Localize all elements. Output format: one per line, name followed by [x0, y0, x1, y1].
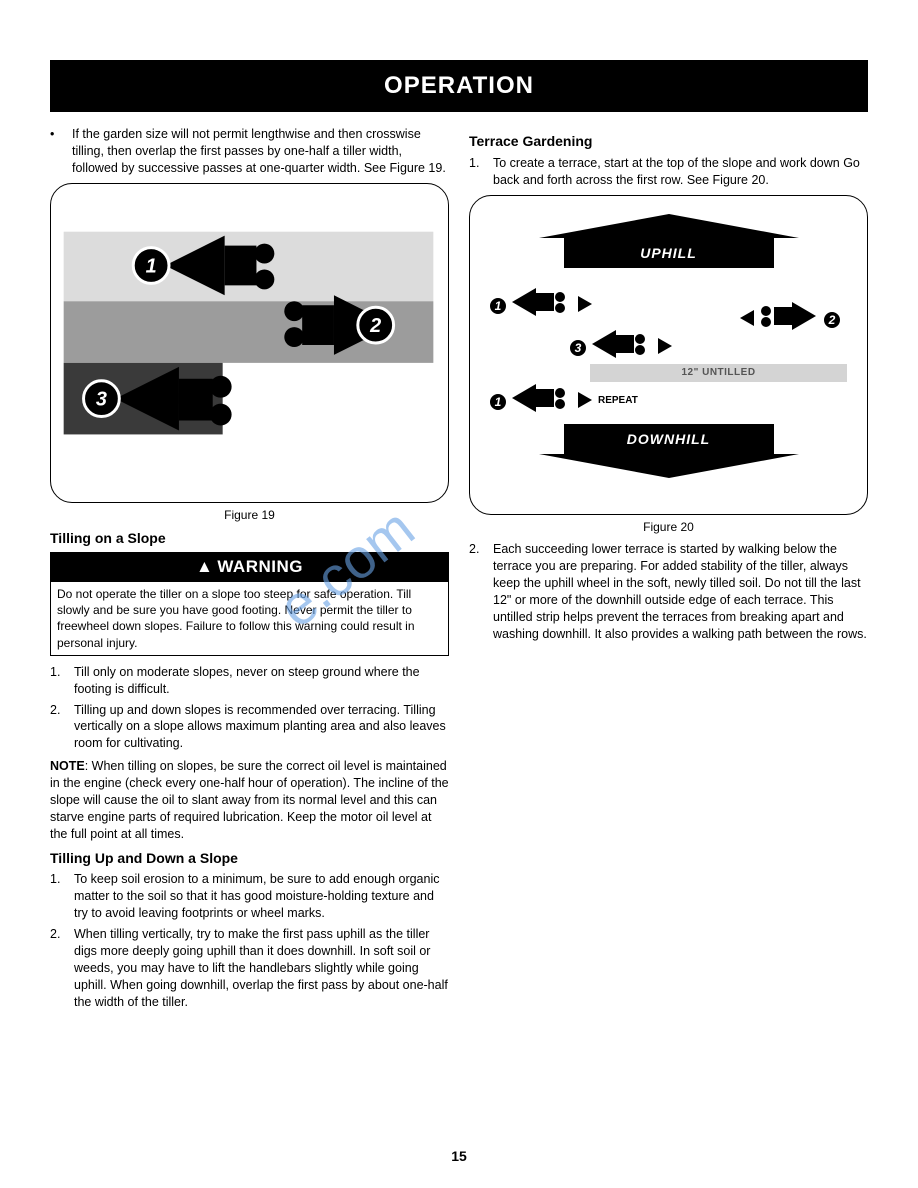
mini-tiller-icon [592, 330, 652, 358]
page-number: 15 [0, 1147, 918, 1166]
tilling-slope-heading: Tilling on a Slope [50, 529, 449, 548]
warning-header: ▲WARNING [51, 553, 448, 582]
terrace-heading: Terrace Gardening [469, 132, 868, 151]
untilled-strip: 12" UNTILLED [590, 364, 847, 382]
svg-text:2: 2 [369, 315, 381, 337]
mini-tiller-icon [512, 384, 572, 412]
figure-20: UPHILL 1 2 3 12" UNTILLED 1 [469, 195, 868, 515]
left-column: • If the garden size will not permit len… [50, 126, 449, 1014]
note-paragraph: NOTE: When tilling on slopes, be sure th… [50, 758, 449, 842]
list-item: 2. Tilling up and down slopes is recomme… [50, 702, 449, 753]
list-marker: 2. [469, 541, 493, 642]
bullet-item: • If the garden size will not permit len… [50, 126, 449, 177]
list-text: Tilling up and down slopes is recommende… [74, 702, 449, 753]
svg-text:1: 1 [146, 255, 157, 277]
figure-19-caption: Figure 19 [50, 507, 449, 523]
downhill-arrow: DOWNHILL [564, 424, 774, 454]
step-badge-1: 1 [488, 392, 508, 412]
repeat-label: REPEAT [598, 394, 638, 408]
warning-body: Do not operate the tiller on a slope too… [51, 582, 448, 655]
note-text: : When tilling on slopes, be sure the co… [50, 759, 449, 841]
note-label: NOTE [50, 759, 85, 773]
list-text: To create a terrace, start at the top of… [493, 155, 868, 189]
list-text: When tilling vertically, try to make the… [74, 926, 449, 1010]
list-marker: 1. [469, 155, 493, 189]
step-badge-1: 1 [488, 296, 508, 316]
warning-label: WARNING [217, 557, 303, 576]
list-item: 1. To keep soil erosion to a minimum, be… [50, 871, 449, 922]
list-item: 2. Each succeeding lower terrace is star… [469, 541, 868, 642]
figure-19-svg: 1 2 3 [51, 184, 448, 502]
step-badge-3: 3 [568, 338, 588, 358]
warning-triangle-icon: ▲ [196, 556, 213, 579]
list-text: To keep soil erosion to a minimum, be su… [74, 871, 449, 922]
list-marker: 2. [50, 702, 74, 753]
list-marker: 2. [50, 926, 74, 1010]
step-badge-2: 2 [822, 310, 842, 330]
bullet-text: If the garden size will not permit lengt… [72, 126, 449, 177]
direction-arrow-icon [658, 338, 672, 354]
warning-box: ▲WARNING Do not operate the tiller on a … [50, 552, 449, 656]
section-header: OPERATION [50, 60, 868, 112]
list-marker: 1. [50, 664, 74, 698]
figure-19: 1 2 3 [50, 183, 449, 503]
uphill-arrow: UPHILL [564, 238, 774, 268]
svg-text:3: 3 [96, 389, 107, 411]
direction-arrow-icon [740, 310, 754, 326]
list-item: 1. To create a terrace, start at the top… [469, 155, 868, 189]
list-text: Till only on moderate slopes, never on s… [74, 664, 449, 698]
right-column: Terrace Gardening 1. To create a terrace… [469, 126, 868, 1014]
direction-arrow-icon [578, 392, 592, 408]
bullet-marker: • [50, 126, 72, 177]
mini-tiller-icon [512, 288, 572, 316]
figure-20-caption: Figure 20 [469, 519, 868, 535]
tilling-updown-heading: Tilling Up and Down a Slope [50, 849, 449, 868]
list-item: 2. When tilling vertically, try to make … [50, 926, 449, 1010]
two-column-layout: • If the garden size will not permit len… [50, 126, 868, 1014]
list-text: Each succeeding lower terrace is started… [493, 541, 868, 642]
mini-tiller-icon [758, 302, 818, 330]
list-marker: 1. [50, 871, 74, 922]
direction-arrow-icon [578, 296, 592, 312]
list-item: 1. Till only on moderate slopes, never o… [50, 664, 449, 698]
